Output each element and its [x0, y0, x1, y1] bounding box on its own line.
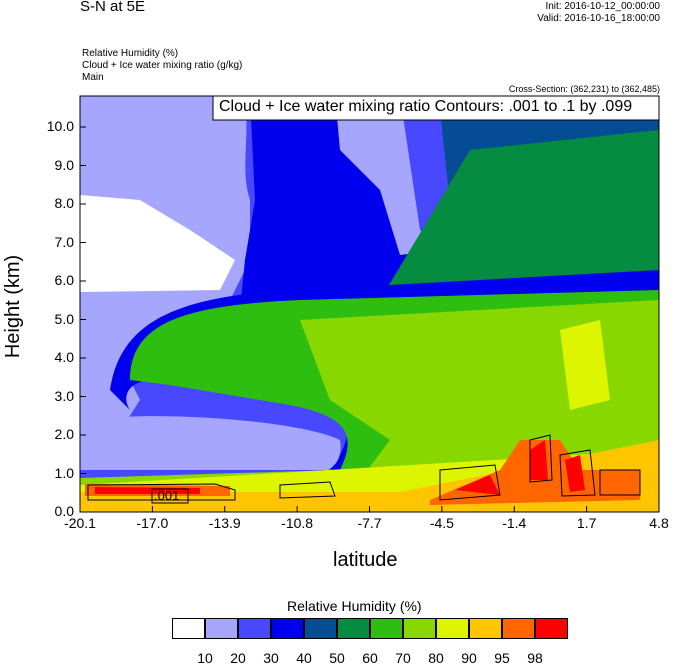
y-tick-label: 5.0: [54, 310, 74, 327]
cross-section-label: Cross-Section: (362,231) to (362,485): [508, 84, 660, 94]
valid-time: Valid: 2016-10-16_18:00:00: [537, 13, 660, 24]
y-tick-label: 0.0: [54, 503, 74, 519]
y-tick-label: 3.0: [54, 387, 74, 404]
y-tick-label: 10.0: [46, 118, 74, 134]
colorbar-level-label: 80: [428, 650, 444, 666]
y-tick-label: 6.0: [54, 272, 74, 288]
colorbar-level-label: 40: [296, 650, 312, 666]
init-time: Init: 2016-10-12_00:00:00: [545, 1, 660, 12]
x-tick-label: -7.7: [357, 515, 382, 531]
colorbar-swatch: [337, 618, 370, 639]
y-tick-label: 2.0: [54, 426, 74, 442]
y-tick-label: 9.0: [54, 156, 74, 173]
axis-ticks: [79, 126, 660, 513]
x-tick-label: -10.8: [281, 515, 314, 531]
y-tick-label: 7.0: [54, 233, 74, 250]
x-tick-label: -4.5: [429, 515, 454, 531]
x-axis-label: latitude: [333, 549, 398, 571]
colorbar-title: Relative Humidity (%): [287, 598, 422, 614]
y-tick-label: 8.0: [54, 195, 74, 211]
colorbar-swatch: [238, 618, 271, 639]
colorbar-level-label: 90: [461, 650, 477, 666]
x-tick-label: 1.7: [576, 515, 597, 531]
field-label-main: Main: [82, 72, 104, 83]
colorbar-level-label: 50: [329, 650, 345, 666]
x-tick-label: -17.0: [136, 515, 169, 531]
contour-inline-label: .001: [154, 488, 180, 503]
colorbar-swatch: [535, 618, 568, 639]
colorbar-level-label: 60: [362, 650, 378, 666]
contour-info: Cloud + Ice water mixing ratio Contours:…: [219, 98, 633, 115]
colorbar-swatch: [469, 618, 502, 639]
colorbar-swatch: [304, 618, 337, 639]
colorbar-swatch: [172, 618, 205, 639]
rh-field: [80, 96, 659, 512]
x-tick-label: -1.4: [502, 515, 527, 531]
field-label-cloud: Cloud + Ice water mixing ratio (g/kg): [82, 60, 243, 71]
x-tick-label: -13.9: [208, 515, 241, 531]
colorbar-swatch: [370, 618, 403, 639]
y-tick-label: 1.0: [54, 464, 74, 481]
y-tick-label: 4.0: [54, 349, 74, 365]
contour-label-box: [151, 488, 189, 504]
colorbar-level-label: 10: [197, 650, 213, 666]
field-label-rh: Relative Humidity (%): [82, 48, 179, 59]
colorbar-swatch: [205, 618, 238, 639]
y-axis-label: Height (km): [2, 254, 25, 359]
plot-title: S-N at 5E: [80, 0, 146, 15]
colorbar-swatch: [502, 618, 535, 639]
colorbar-swatch: [271, 618, 304, 639]
colorbar-level-label: 30: [263, 650, 279, 666]
cloud-contours: [87, 434, 641, 501]
colorbar-level-label: 70: [395, 650, 411, 666]
colorbar-level-label: 20: [230, 650, 246, 666]
colorbar-level-label: 98: [527, 650, 543, 666]
x-tick-label: -20.1: [64, 515, 96, 531]
contour-info-box: [212, 95, 660, 121]
colorbar-swatch: [403, 618, 436, 639]
colorbar-level-label: 95: [494, 650, 510, 666]
x-tick-label: 4.8: [649, 515, 669, 531]
colorbar-swatch: [436, 618, 469, 639]
